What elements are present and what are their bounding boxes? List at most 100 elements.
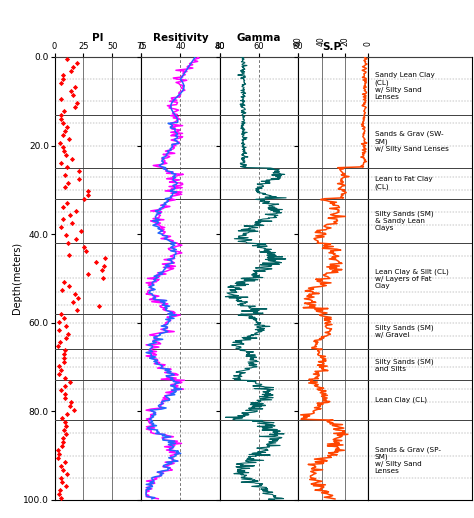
Point (69, 91, 76, 99)
Y-axis label: Depth(meters): Depth(meters) (12, 242, 22, 314)
Text: Lean to Fat Clay
(CL): Lean to Fat Clay (CL) (374, 177, 432, 190)
Point (59, 214, 67, 223)
Point (64, 330, 72, 338)
Point (81, 242, 88, 251)
Text: Sandy Lean Clay
(CL)
w/ Silty Sand
Lenses: Sandy Lean Clay (CL) w/ Silty Sand Lense… (374, 72, 434, 99)
Point (57, 462, 65, 470)
Point (64, 198, 71, 207)
Point (56, 485, 64, 494)
Point (67, 210, 74, 219)
Point (75, 167, 82, 175)
Point (59, 119, 67, 127)
Text: 0: 0 (364, 41, 373, 46)
Point (59, 442, 66, 450)
Point (73, 99, 81, 107)
Point (55, 326, 63, 335)
Text: 40: 40 (317, 36, 326, 46)
Point (95, 302, 102, 310)
Point (57, 310, 64, 319)
Text: Lean Clay (CL): Lean Clay (CL) (374, 397, 427, 404)
Point (57, 386, 65, 394)
Point (59, 75, 67, 83)
Point (62, 394, 69, 402)
Point (61, 170, 69, 179)
Point (60, 358, 68, 366)
Point (57, 115, 65, 123)
Point (57, 366, 64, 374)
Point (62, 418, 69, 426)
Point (63, 322, 70, 330)
Point (60, 350, 67, 358)
Point (59, 286, 66, 295)
Point (62, 127, 69, 135)
Point (63, 163, 71, 171)
Point (59, 434, 67, 442)
Point (60, 107, 68, 115)
Point (63, 231, 70, 239)
Point (59, 143, 67, 151)
Point (78, 226, 85, 235)
Point (60, 314, 67, 322)
Point (68, 219, 75, 227)
Point (56, 139, 64, 147)
Text: Silty Sands (SM)
& Sandy Lean
Clays: Silty Sands (SM) & Sandy Lean Clays (374, 211, 433, 231)
Text: 20: 20 (340, 36, 349, 46)
Point (61, 390, 69, 398)
Point (69, 298, 77, 307)
Point (70, 406, 77, 414)
Point (84, 270, 92, 279)
Point (72, 235, 80, 243)
Point (84, 191, 92, 199)
Point (61, 374, 69, 382)
X-axis label: PI: PI (92, 33, 104, 43)
Point (60, 426, 68, 434)
Point (73, 306, 81, 314)
Point (84, 186, 91, 195)
Point (98, 266, 106, 275)
Point (66, 402, 73, 410)
Point (55, 318, 63, 326)
Text: Lean Clay & Silt (CL)
w/ Layers of Fat
Clay: Lean Clay & Silt (CL) w/ Layers of Fat C… (374, 268, 448, 289)
Point (61, 147, 68, 155)
Point (62, 334, 70, 342)
Point (58, 414, 66, 422)
Point (65, 135, 73, 143)
Point (57, 473, 64, 482)
Point (57, 79, 65, 87)
Point (64, 123, 71, 131)
Point (61, 278, 68, 286)
Point (81, 195, 88, 203)
Point (59, 466, 67, 474)
Point (67, 87, 74, 95)
Point (61, 346, 68, 354)
Point (64, 179, 72, 187)
Point (101, 254, 109, 263)
Point (59, 131, 67, 139)
Point (64, 410, 71, 418)
Point (55, 490, 63, 498)
Point (58, 159, 65, 167)
Point (63, 55, 71, 63)
Point (68, 155, 75, 163)
Point (72, 83, 79, 91)
X-axis label: Resitivity: Resitivity (153, 33, 208, 43)
Point (59, 71, 67, 79)
Point (55, 370, 63, 378)
Point (62, 151, 70, 159)
Point (55, 362, 63, 370)
Point (71, 103, 79, 111)
Point (61, 457, 68, 466)
Point (54, 342, 62, 350)
Point (67, 67, 74, 75)
Point (60, 438, 67, 446)
Text: Silty Sands (SM)
and Silts: Silty Sands (SM) and Silts (374, 358, 433, 371)
Point (62, 482, 70, 490)
Point (55, 445, 62, 454)
Point (99, 274, 107, 282)
Text: 60: 60 (294, 36, 303, 46)
Point (59, 203, 66, 211)
Point (55, 454, 62, 462)
Point (69, 63, 77, 71)
Point (72, 290, 79, 298)
Point (65, 250, 73, 258)
